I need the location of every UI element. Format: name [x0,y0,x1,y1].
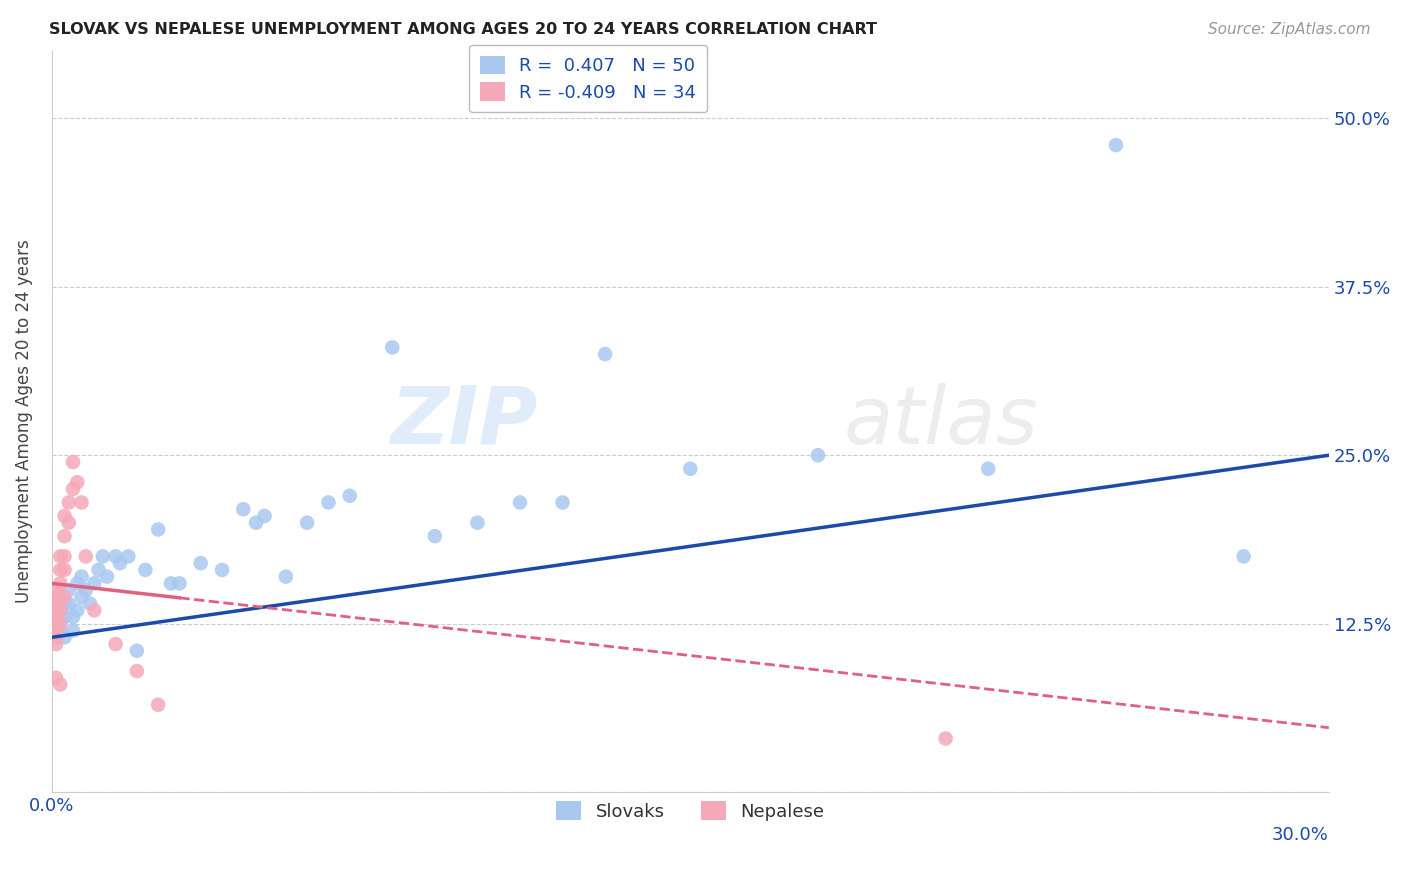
Point [318,495,340,509]
Point [75,549,97,564]
Point [70,569,93,583]
Point [58,583,80,598]
Point [977,462,1000,476]
Text: ZIP: ZIP [389,383,537,460]
Point [45,671,67,685]
Point [53,610,76,624]
Point [125,664,148,678]
Point [53,529,76,543]
Point [53,590,76,604]
Point [679,462,702,476]
Point [45,637,67,651]
Point [108,556,131,570]
Point [467,516,489,530]
Point [104,549,127,564]
Point [66,475,89,490]
Point [509,495,531,509]
Point [339,489,361,503]
Point [295,516,318,530]
Point [58,597,80,611]
Point [49,576,72,591]
Point [83,603,105,617]
Point [49,590,72,604]
Point [62,455,84,469]
Point [53,597,76,611]
Point [62,482,84,496]
Point [45,597,67,611]
Point [49,624,72,638]
Point [66,576,89,591]
Point [49,603,72,617]
Point [423,529,446,543]
Point [75,583,97,598]
Point [49,563,72,577]
Legend: Slovaks, Nepalese: Slovaks, Nepalese [548,794,832,828]
Point [104,637,127,651]
Point [245,516,267,530]
Point [83,576,105,591]
Point [274,569,297,583]
Point [45,590,67,604]
Text: 30.0%: 30.0% [1272,826,1329,844]
Point [45,630,67,644]
Point [134,563,156,577]
Point [53,508,76,523]
Point [45,616,67,631]
Point [58,495,80,509]
Point [807,448,830,462]
Point [53,549,76,564]
Text: Source: ZipAtlas.com: Source: ZipAtlas.com [1208,22,1371,37]
Point [1105,138,1128,153]
Point [87,563,110,577]
Point [381,340,404,354]
Point [91,549,114,564]
Point [49,549,72,564]
Point [53,563,76,577]
Text: atlas: atlas [844,383,1038,460]
Point [45,597,67,611]
Point [62,624,84,638]
Point [211,563,233,577]
Point [169,576,191,591]
Point [45,583,67,598]
Point [45,624,67,638]
Point [1233,549,1256,564]
Point [160,576,183,591]
Point [117,549,139,564]
Point [45,610,67,624]
Point [45,610,67,624]
Point [70,590,93,604]
Point [232,502,254,516]
Point [551,495,574,509]
Text: SLOVAK VS NEPALESE UNEMPLOYMENT AMONG AGES 20 TO 24 YEARS CORRELATION CHART: SLOVAK VS NEPALESE UNEMPLOYMENT AMONG AG… [49,22,877,37]
Point [125,644,148,658]
Point [190,556,212,570]
Point [45,603,67,617]
Point [49,603,72,617]
Point [62,610,84,624]
Point [79,597,101,611]
Point [70,495,93,509]
Point [593,347,616,361]
Point [49,616,72,631]
Point [49,590,72,604]
Point [66,603,89,617]
Point [96,569,118,583]
Point [146,698,169,712]
Y-axis label: Unemployment Among Ages 20 to 24 years: Unemployment Among Ages 20 to 24 years [15,240,32,603]
Point [253,508,276,523]
Point [49,677,72,691]
Point [53,630,76,644]
Point [935,731,957,746]
Point [58,516,80,530]
Point [146,523,169,537]
